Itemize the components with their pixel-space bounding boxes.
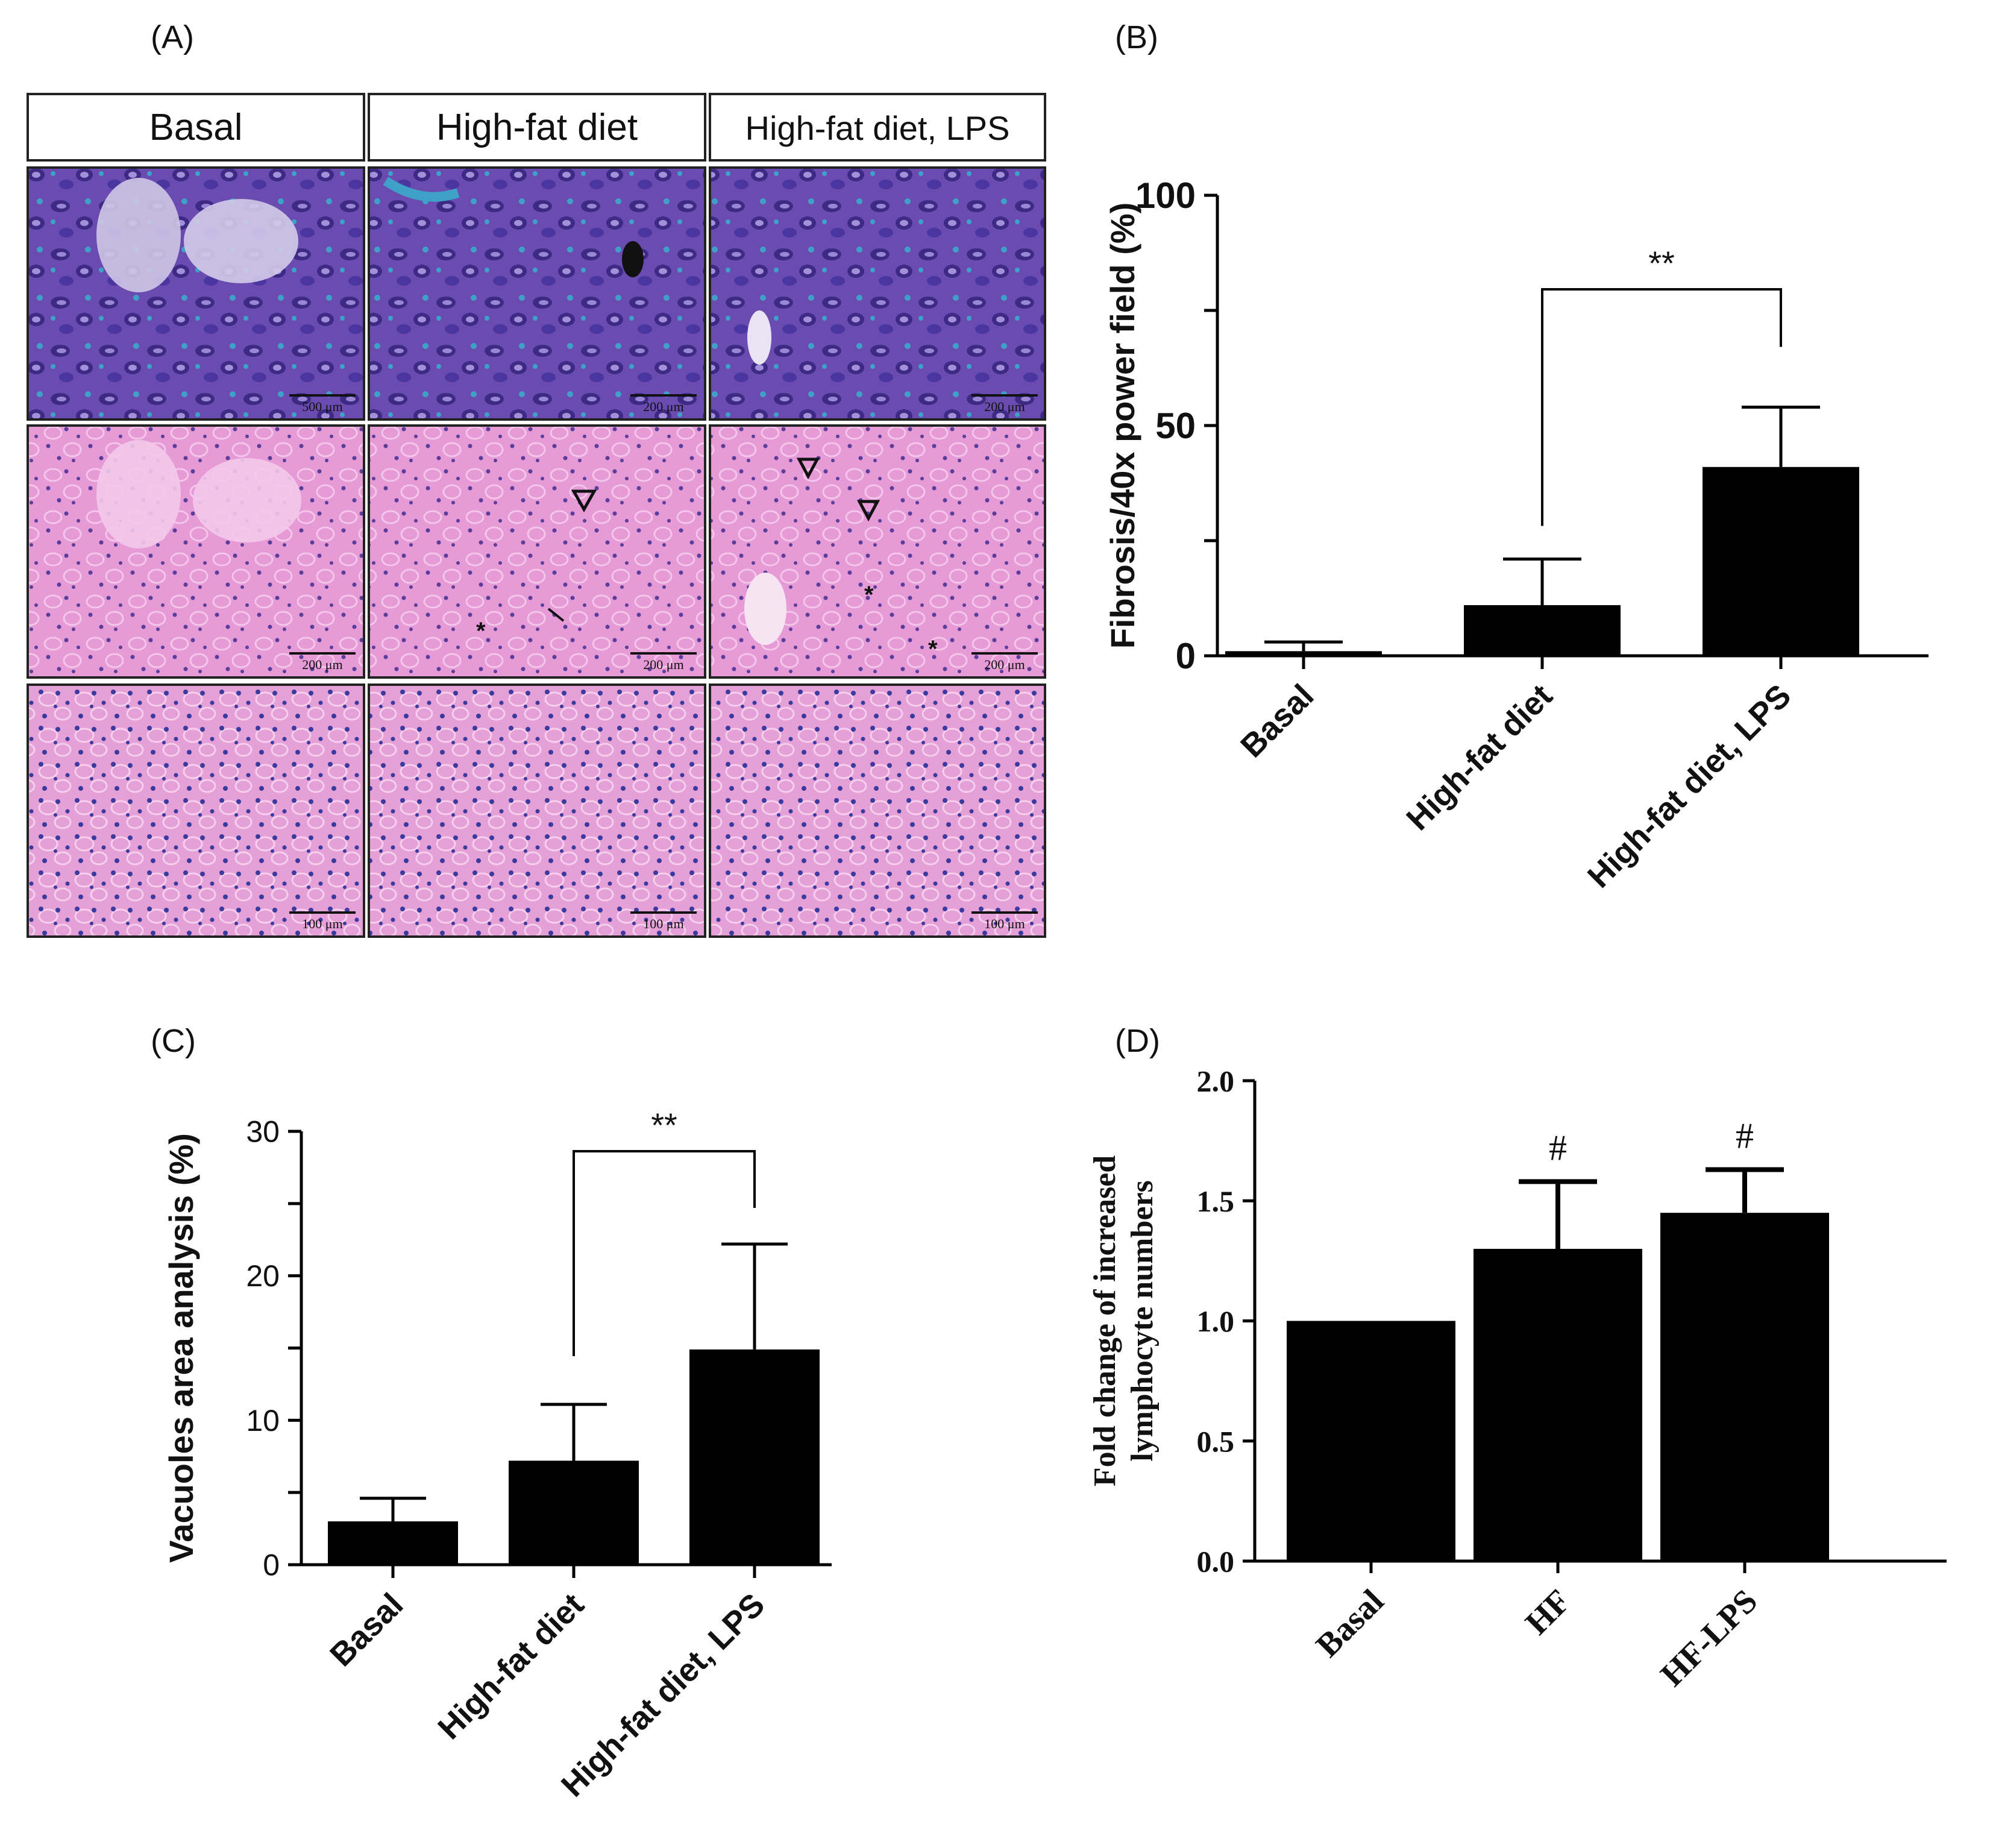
micrograph-lumen	[744, 573, 786, 645]
y-axis-label: Fibrosis/40x power field (%)	[1103, 203, 1141, 649]
x-category-label: Basal	[1309, 1582, 1391, 1664]
arrowhead-marker	[856, 500, 880, 522]
scale-bar-label: 500 μm	[302, 399, 342, 414]
bar-basal	[1225, 651, 1382, 656]
y-tick-label: 0.0	[1197, 1545, 1235, 1579]
significance-bracket	[1541, 288, 1782, 526]
panel-c-label: (C)	[151, 1023, 196, 1059]
bar-hf-lps	[1660, 1213, 1829, 1561]
micrograph-spot	[622, 241, 644, 277]
micrograph-lumen	[747, 310, 771, 365]
bar-high-fat-diet-lps	[1703, 467, 1859, 656]
scale-bar-label: 100 μm	[302, 916, 342, 931]
bar-basal	[328, 1521, 458, 1565]
y-tick-label: 0	[263, 1548, 280, 1582]
y-axis-label-line: lymphocyte numbers	[1125, 1180, 1160, 1462]
x-category-label: High-fat diet	[1399, 677, 1559, 837]
y-axis-label: Fold change of increasedlymphocyte numbe…	[1088, 1155, 1160, 1486]
micrograph-r2-basal	[27, 424, 365, 679]
asterisk-marker: *	[928, 636, 938, 662]
arrowhead-marker	[796, 457, 820, 480]
y-tick-label: 30	[246, 1115, 280, 1149]
y-tick-label: 20	[246, 1259, 280, 1293]
panel-a-label: (A)	[151, 19, 194, 55]
micrograph-vessel	[96, 178, 181, 292]
scale-bar-label: 200 μm	[984, 657, 1025, 672]
micrograph-grid: * * *	[27, 166, 1046, 938]
significance-marker: #	[1549, 1128, 1567, 1168]
significance-marker: #	[1736, 1116, 1754, 1155]
x-category-label: Basal	[1234, 677, 1320, 764]
arrow-marker	[547, 608, 565, 622]
panel-b-label: (B)	[1115, 19, 1158, 55]
header-basal: Basal	[149, 107, 242, 148]
bar-hf	[1474, 1248, 1642, 1561]
bar-high-fat-diet-lps	[689, 1349, 820, 1565]
panel-d-label: (D)	[1115, 1023, 1160, 1059]
micrograph-r3-high-fat	[368, 684, 706, 938]
scale-bar-label: 100 μm	[984, 916, 1025, 931]
micrograph-r3-basal	[27, 684, 365, 938]
y-tick-label: 1.5	[1197, 1184, 1235, 1218]
micrograph-collagen	[383, 177, 460, 202]
x-category-label: Basal	[323, 1586, 410, 1673]
header-high-fat-lps: High-fat diet, LPS	[745, 109, 1010, 147]
micrograph-r1-high-fat	[368, 166, 706, 421]
scale-bar-label: 200 μm	[984, 399, 1025, 414]
y-tick-label: 10	[246, 1404, 280, 1438]
micrograph-vessel	[184, 199, 298, 283]
micrograph-vessel	[193, 458, 301, 542]
bar-high-fat-diet	[1464, 605, 1621, 656]
scale-bar-label: 200 μm	[302, 657, 342, 672]
chart-d: 0.0 0.5 1.0 1.5 2.0 Fold change of increasedl…	[1088, 1064, 1947, 1694]
y-tick-label: 100	[1135, 175, 1196, 216]
y-tick-label: 0.5	[1197, 1424, 1235, 1458]
scale-bar-label: 100 μm	[643, 916, 683, 931]
significance-label: **	[1648, 244, 1675, 282]
scale-bar-label: 200 μm	[643, 399, 683, 414]
asterisk-marker: *	[864, 582, 874, 608]
y-tick-label: 0	[1176, 636, 1196, 676]
bar-basal	[1287, 1321, 1455, 1561]
x-category-label: High-fat diet, LPS	[1581, 677, 1798, 895]
panel-a-headers: Basal High-fat diet High-fat diet, LPS	[27, 93, 1046, 162]
header-box-basal	[27, 93, 365, 162]
scale-bars: 500 μm 200 μm 200 μm 200 μm 200 μm 200 μm 100 …	[289, 394, 1038, 931]
y-axis-label-line: Fold change of increased	[1088, 1155, 1122, 1486]
y-tick-label: 2.0	[1197, 1064, 1235, 1098]
significance-label: **	[651, 1106, 677, 1144]
micrograph-r1-basal	[27, 166, 365, 421]
y-tick-label: 1.0	[1197, 1304, 1235, 1338]
significance-bracket	[573, 1150, 756, 1356]
bar-high-fat-diet	[509, 1460, 639, 1565]
micrograph-r3-high-fat-lps	[709, 684, 1046, 938]
micrograph-r1-high-fat-lps	[709, 166, 1046, 421]
x-category-label: HF	[1518, 1582, 1578, 1642]
micrograph-vessel	[96, 440, 181, 548]
x-category-label: HF-LPS	[1654, 1582, 1765, 1694]
header-box-high-fat	[368, 93, 706, 162]
micrograph-r2-high-fat	[368, 424, 706, 679]
asterisk-marker: *	[476, 618, 486, 644]
y-tick-label: 50	[1155, 406, 1196, 446]
header-box-high-fat-lps	[709, 93, 1046, 162]
x-category-label: High-fat diet	[431, 1586, 591, 1746]
y-axis-label: Vacuoles area analysis (%)	[162, 1133, 200, 1563]
scale-bar-label: 200 μm	[643, 657, 683, 672]
arrowhead-marker	[571, 489, 597, 513]
header-high-fat: High-fat diet	[436, 107, 638, 148]
x-category-label: High-fat diet, LPS	[554, 1586, 772, 1804]
